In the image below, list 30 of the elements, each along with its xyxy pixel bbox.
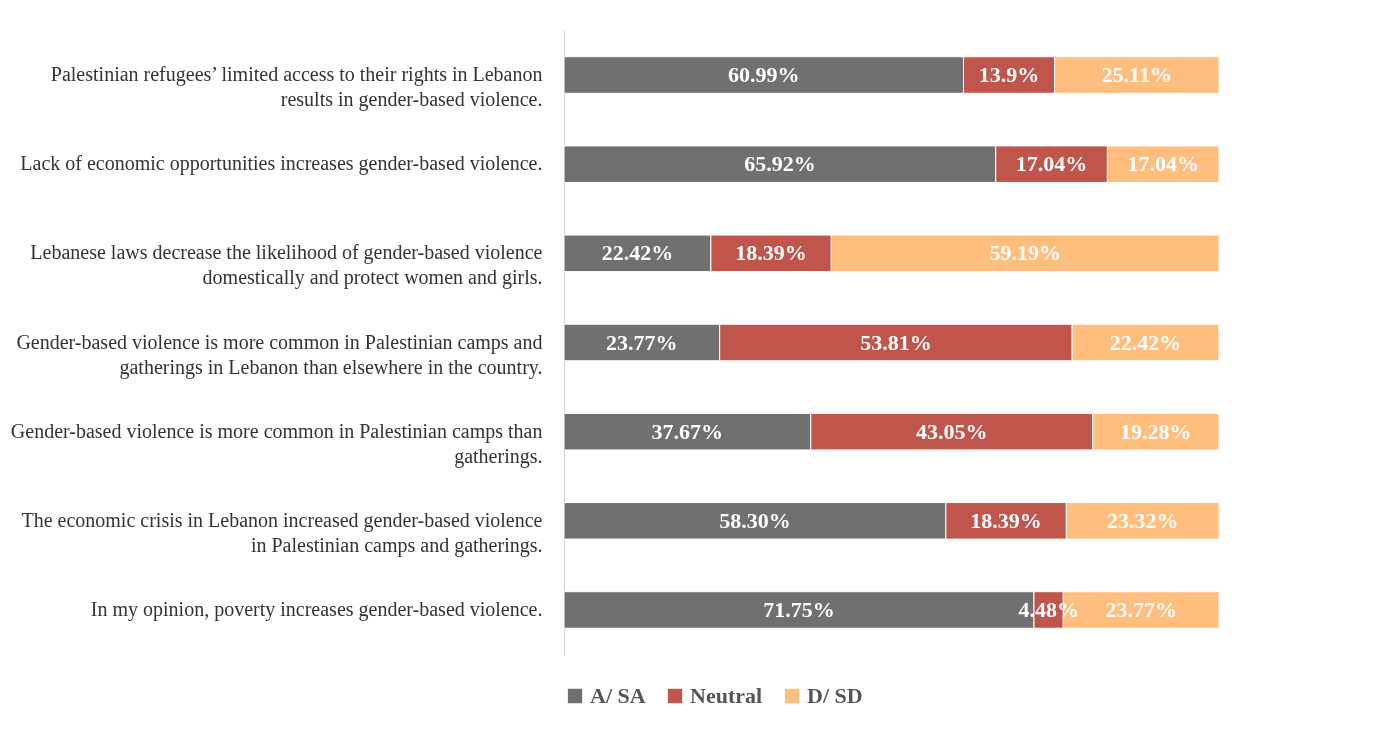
data-label: 60.99% — [727, 62, 800, 88]
data-label: 65.92% — [744, 151, 816, 177]
y-tick-label: Gender-based violence is more common in Palestinian camps and gatherings in Lebanon than elsewhere in the country. — [16, 330, 543, 379]
y-tick-label: In my opinion, poverty increases gender-based violence. — [90, 597, 543, 621]
y-tick-label: Palestinian refugees’ limited access to their rights in Lebanon results in gender-based violence. — [50, 63, 543, 112]
data-label: 22.42% — [601, 240, 674, 266]
data-label: 19.28% — [1120, 418, 1192, 444]
y-tick-label: Gender-based violence is more common in Palestinian camps than gatherings. — [10, 419, 543, 468]
legend-label: A/ SA — [590, 683, 646, 708]
data-label: 25.11% — [1101, 62, 1172, 88]
data-label: 53.81% — [860, 329, 932, 355]
data-label: 43.05% — [915, 418, 988, 444]
data-label: 71.75% — [763, 596, 835, 622]
legend-label: Neutral — [690, 683, 763, 708]
data-label: 13.9% — [978, 62, 1040, 88]
data-label: 37.67% — [651, 418, 724, 444]
data-label: 58.30% — [719, 507, 791, 533]
data-label: 18.39% — [735, 240, 807, 266]
data-label: 17.04% — [1015, 151, 1088, 177]
y-tick-label: Lebanese laws decrease the likelihood of gender-based violence domestically and protect women and girls. — [30, 241, 543, 290]
data-label: 23.32% — [1106, 507, 1179, 533]
data-label: 59.19% — [989, 240, 1061, 266]
data-label: 18.39% — [970, 507, 1042, 533]
legend-label: D/ SD — [807, 683, 863, 708]
y-tick-label: Lack of economic opportunities increases gender-based violence. — [20, 152, 543, 176]
data-label: 23.77% — [606, 329, 678, 355]
y-tick-label: The economic crisis in Lebanon increased gender-based violence in Palestinian camps and gatherings. — [21, 508, 543, 557]
data-label: 17.04% — [1127, 151, 1199, 177]
data-label: 23.77% — [1105, 596, 1177, 622]
data-label: 22.42% — [1109, 329, 1182, 355]
